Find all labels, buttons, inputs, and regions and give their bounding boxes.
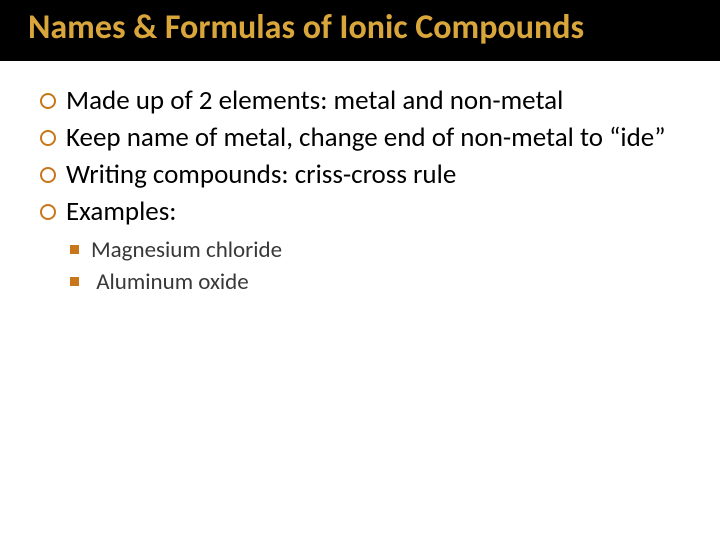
bullet-list: Made up of 2 elements: metal and non-met… [40,83,680,229]
list-item: Examples: [40,194,680,229]
list-item: Aluminum oxide [70,267,680,298]
sub-bullet-list: Magnesium chloride Aluminum oxide [70,235,680,297]
title-bar: Names & Formulas of Ionic Compounds [0,0,720,61]
slide-title: Names & Formulas of Ionic Compounds [28,8,692,47]
list-item: Made up of 2 elements: metal and non-met… [40,83,680,118]
slide-content: Made up of 2 elements: metal and non-met… [0,61,720,297]
list-item: Magnesium chloride [70,235,680,266]
list-item: Keep name of metal, change end of non-me… [40,120,680,155]
list-item: Writing compounds: criss-cross rule [40,157,680,192]
